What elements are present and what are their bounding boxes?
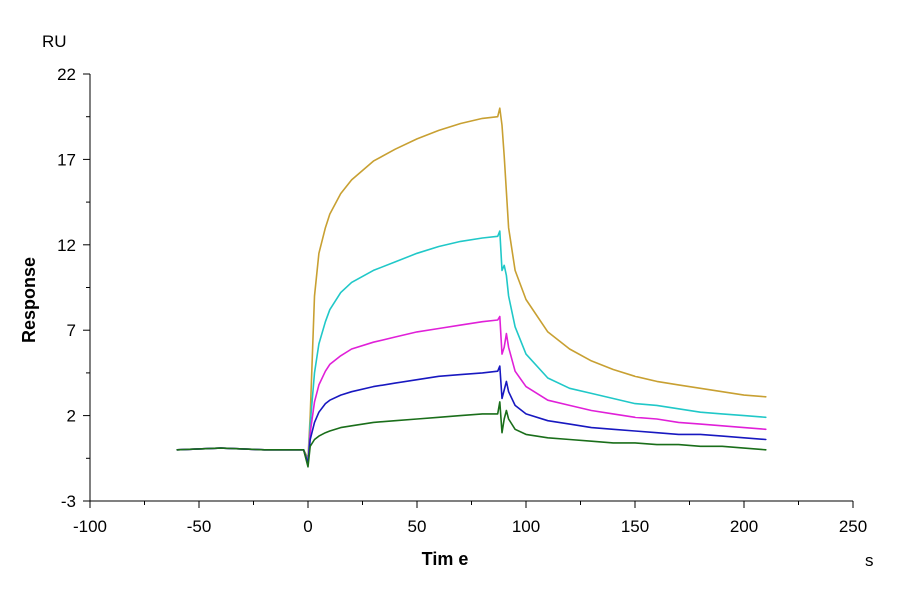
y-tick-label: 17 bbox=[57, 150, 76, 169]
y-tick-label: 2 bbox=[67, 407, 76, 426]
x-tick-label: 0 bbox=[303, 517, 312, 536]
x-tick-label: 150 bbox=[621, 517, 649, 536]
y-unit-label: RU bbox=[42, 32, 67, 51]
x-tick-label: 100 bbox=[512, 517, 540, 536]
series-line-5 bbox=[176, 401, 767, 468]
series-line-4 bbox=[176, 365, 767, 465]
x-unit-label: s bbox=[865, 551, 874, 570]
series-line-1 bbox=[176, 107, 767, 460]
y-tick-label: 7 bbox=[67, 321, 76, 340]
y-tick-label: 12 bbox=[57, 236, 76, 255]
y-tick-label: 22 bbox=[57, 65, 76, 84]
series-line-3 bbox=[176, 315, 767, 465]
x-tick-label: 250 bbox=[839, 517, 867, 536]
ticks-layer: -100 -50 0 50 100 150 200 250 -3 2 7 12 17 22 bbox=[57, 65, 867, 536]
x-tick-label: -100 bbox=[73, 517, 107, 536]
y-axis-title: Response bbox=[19, 257, 39, 343]
x-axis-title: Tim e bbox=[422, 549, 469, 569]
x-tick-label: -50 bbox=[187, 517, 212, 536]
x-tick-label: 200 bbox=[730, 517, 758, 536]
y-tick-label: -3 bbox=[61, 492, 76, 511]
series-layer bbox=[176, 107, 767, 468]
x-tick-label: 50 bbox=[408, 517, 427, 536]
series-line-2 bbox=[176, 230, 767, 463]
